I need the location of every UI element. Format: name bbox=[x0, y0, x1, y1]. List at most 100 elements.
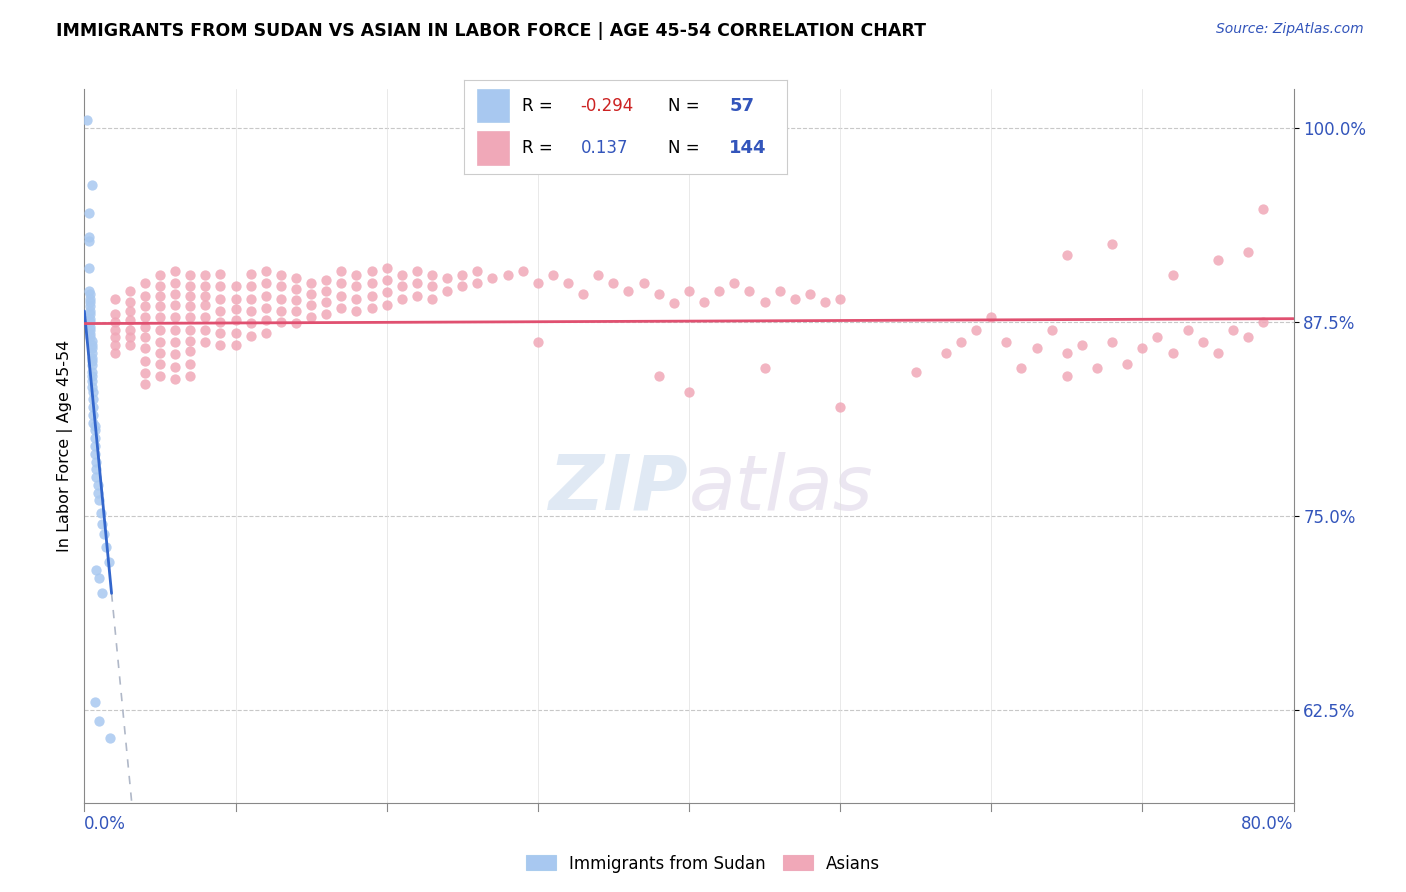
Point bbox=[194, 323, 217, 337]
Point bbox=[179, 268, 201, 283]
Point bbox=[134, 376, 156, 391]
Point bbox=[134, 366, 156, 380]
Point bbox=[451, 268, 474, 283]
Point bbox=[82, 392, 104, 407]
Point bbox=[391, 268, 413, 283]
Point bbox=[149, 299, 172, 313]
Point bbox=[149, 279, 172, 293]
Point bbox=[84, 447, 107, 461]
Point bbox=[179, 323, 201, 337]
Point bbox=[284, 317, 308, 331]
Point bbox=[1101, 237, 1123, 252]
Point bbox=[799, 287, 821, 301]
Point bbox=[481, 271, 503, 285]
Point bbox=[330, 301, 353, 315]
Point bbox=[346, 292, 368, 306]
Point bbox=[80, 178, 103, 193]
Point bbox=[299, 276, 322, 290]
Point bbox=[1206, 252, 1229, 267]
Point bbox=[830, 292, 852, 306]
Point bbox=[754, 294, 776, 309]
Point bbox=[754, 361, 776, 376]
Point bbox=[77, 229, 100, 244]
Point bbox=[209, 326, 232, 340]
Point bbox=[588, 268, 610, 283]
Point bbox=[602, 276, 624, 290]
Point bbox=[194, 310, 217, 325]
Point bbox=[284, 271, 308, 285]
Point bbox=[1025, 341, 1047, 355]
Point bbox=[406, 276, 429, 290]
Point bbox=[163, 310, 186, 325]
Point bbox=[254, 263, 277, 277]
Point bbox=[406, 288, 429, 302]
Point bbox=[87, 485, 110, 500]
Point bbox=[149, 323, 172, 337]
Point bbox=[451, 279, 474, 293]
Point bbox=[87, 477, 110, 491]
Point bbox=[239, 329, 262, 343]
Point bbox=[239, 267, 262, 281]
Point bbox=[149, 268, 172, 283]
Point bbox=[80, 341, 103, 355]
Text: Source: ZipAtlas.com: Source: ZipAtlas.com bbox=[1216, 22, 1364, 37]
Point bbox=[254, 288, 277, 302]
Point bbox=[79, 327, 101, 342]
Point bbox=[1056, 346, 1078, 360]
Point bbox=[315, 284, 337, 298]
Point bbox=[1177, 323, 1199, 337]
Point bbox=[149, 357, 172, 371]
Point bbox=[149, 310, 172, 325]
Point bbox=[239, 292, 262, 306]
Point bbox=[77, 234, 100, 248]
Point bbox=[467, 276, 489, 290]
Point bbox=[391, 292, 413, 306]
Point bbox=[935, 346, 957, 360]
Point bbox=[77, 284, 100, 298]
Point bbox=[118, 330, 141, 344]
Point bbox=[179, 369, 201, 384]
Point bbox=[617, 284, 640, 298]
Point bbox=[375, 285, 398, 300]
Point bbox=[86, 462, 108, 476]
Point bbox=[118, 304, 141, 318]
Bar bbox=[477, 131, 509, 164]
Point bbox=[134, 341, 156, 355]
Point bbox=[375, 260, 398, 275]
Point bbox=[80, 365, 103, 379]
Point bbox=[194, 279, 217, 293]
Point bbox=[284, 304, 308, 318]
Point bbox=[134, 310, 156, 325]
Point bbox=[82, 384, 104, 399]
Point bbox=[814, 294, 837, 309]
Point bbox=[84, 424, 107, 438]
Point bbox=[98, 731, 121, 745]
Bar bbox=[477, 88, 509, 122]
Point bbox=[86, 470, 108, 484]
Point bbox=[80, 346, 103, 360]
Point bbox=[330, 276, 353, 290]
Point bbox=[391, 279, 413, 293]
Point bbox=[360, 276, 382, 290]
Point bbox=[79, 292, 101, 306]
Point bbox=[118, 284, 141, 298]
Point bbox=[406, 263, 429, 277]
Point bbox=[163, 372, 186, 386]
Point bbox=[1161, 268, 1184, 283]
Text: N =: N = bbox=[668, 139, 704, 157]
Point bbox=[77, 260, 100, 275]
Point bbox=[225, 326, 247, 340]
Point bbox=[436, 284, 458, 298]
Point bbox=[134, 276, 156, 290]
Point bbox=[360, 288, 382, 302]
Point bbox=[194, 288, 217, 302]
Point bbox=[375, 298, 398, 312]
Point bbox=[79, 287, 101, 301]
Text: atlas: atlas bbox=[689, 452, 873, 525]
Point bbox=[572, 287, 595, 301]
Point bbox=[738, 284, 761, 298]
Point bbox=[1010, 361, 1032, 376]
Point bbox=[149, 334, 172, 349]
Point bbox=[1251, 202, 1274, 216]
Point bbox=[163, 334, 186, 349]
